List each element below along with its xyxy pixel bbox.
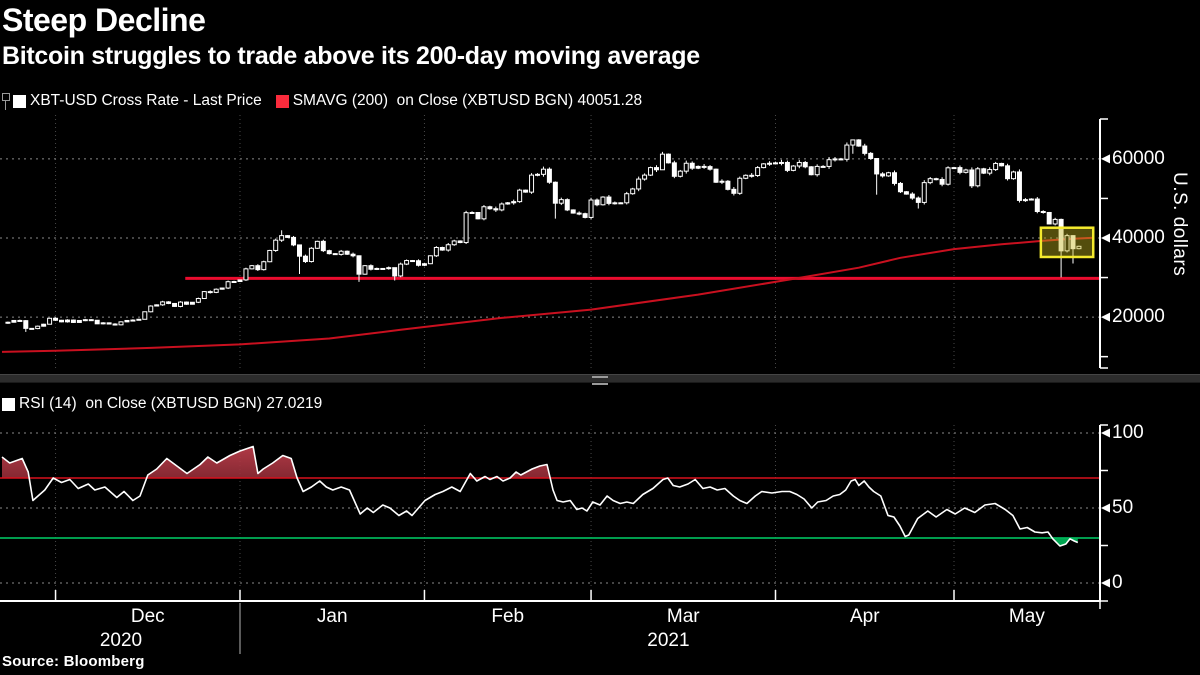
month-label-mar: Mar — [666, 606, 700, 627]
page-subtitle: Bitcoin struggles to trade above its 200… — [2, 42, 700, 70]
rsi-line — [1, 445, 1079, 547]
month-label-apr: Apr — [849, 606, 880, 627]
rsi-ytick-100: 100 — [1112, 422, 1144, 443]
rsi-ytick-0: 0 — [1112, 572, 1123, 593]
rsi-overbought-fill — [2, 446, 1078, 478]
highlight-annotation-box[interactable] — [1039, 226, 1095, 259]
month-gridlines — [55, 115, 955, 600]
rsi-ytick-50: 50 — [1112, 497, 1134, 518]
axes — [0, 118, 1110, 654]
price-axis-title: U.S. dollars — [1169, 172, 1190, 277]
last-price-legend-label: XBT-USD Cross Rate - Last Price — [30, 92, 262, 109]
divider-grip-icon[interactable] — [592, 376, 608, 385]
month-label-dec: Dec — [130, 606, 165, 627]
year-label-2021: 2021 — [647, 630, 690, 651]
price-ytick-20000: 20000 — [1112, 306, 1165, 328]
smavg-swatch-icon — [275, 94, 289, 108]
month-label-may: May — [1008, 606, 1045, 627]
price-ytick-60000: 60000 — [1112, 147, 1165, 169]
last-price-swatch-icon — [13, 94, 26, 108]
panel-divider[interactable] — [0, 374, 1200, 385]
page-title: Steep Decline — [2, 2, 206, 38]
price-legend: XBT-USD Cross Rate - Last Price SMAVG (2… — [2, 92, 642, 110]
annotation-pin-icon — [2, 92, 10, 110]
rsi-swatch-icon — [2, 397, 15, 411]
value-gridlines — [0, 158, 1100, 584]
month-label-feb: Feb — [491, 606, 525, 627]
smavg-legend-label: SMAVG (200) on Close (XBTUSD BGN) 40051.… — [292, 92, 643, 109]
year-label-2020: 2020 — [99, 630, 143, 651]
source-label: Source: Bloomberg — [2, 653, 145, 670]
candlestick-series — [5, 139, 1082, 332]
price-ytick-40000: 40000 — [1112, 227, 1165, 248]
month-label-jan: Jan — [316, 606, 348, 627]
rsi-legend-label: RSI (14) on Close (XBTUSD BGN) 27.0219 — [19, 395, 323, 412]
smavg-200-line — [1, 236, 1094, 353]
rsi-legend: RSI (14) on Close (XBTUSD BGN) 27.0219 — [2, 395, 322, 413]
